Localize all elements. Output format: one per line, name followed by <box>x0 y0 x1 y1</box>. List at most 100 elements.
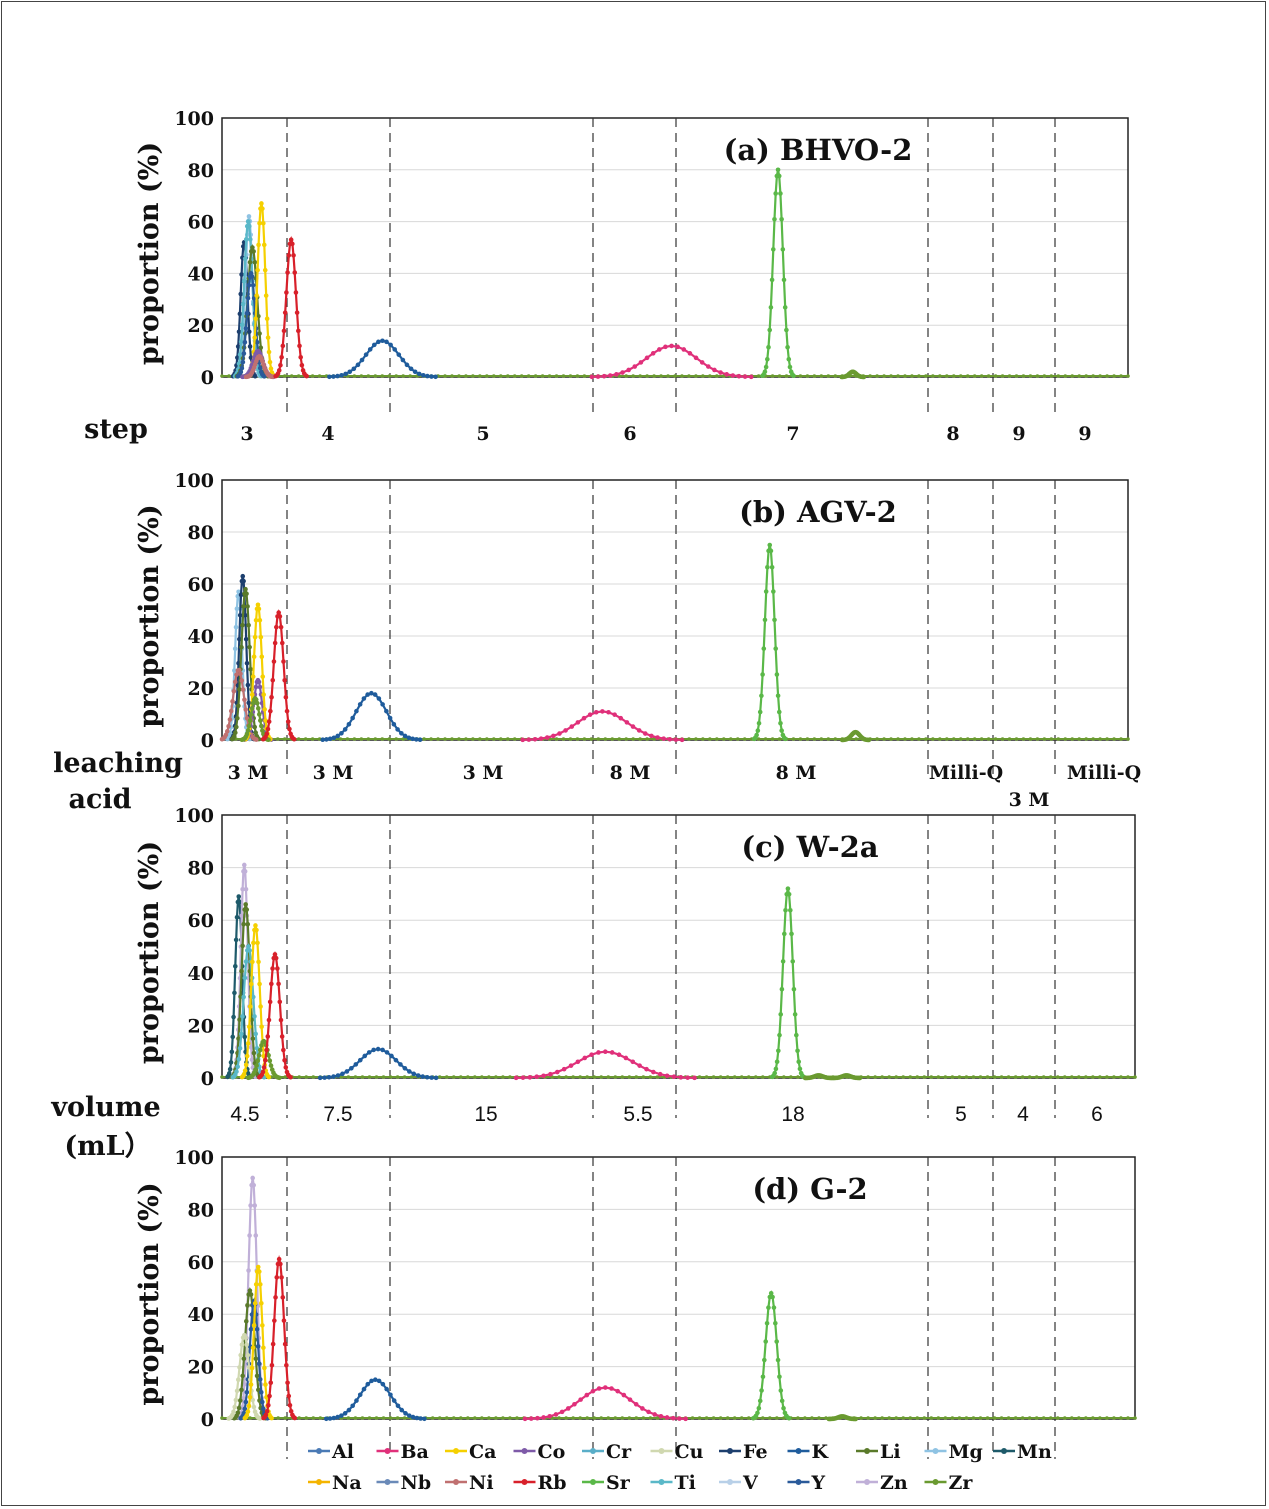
series-point-sr <box>765 564 770 570</box>
baseline-point <box>297 1075 302 1079</box>
legend-label: Na <box>332 1472 362 1494</box>
baseline-point <box>1084 374 1088 378</box>
series-line-sr <box>753 544 787 740</box>
series-point-ba <box>609 1386 614 1391</box>
baseline-point <box>1119 737 1123 741</box>
baseline-point <box>770 737 775 741</box>
series-point-k <box>335 1414 340 1420</box>
baseline-point <box>568 737 573 741</box>
baseline-point <box>458 1416 463 1420</box>
baseline-point <box>1034 1416 1039 1420</box>
baseline-point <box>655 1416 660 1420</box>
series-point-rb <box>296 328 301 334</box>
series-point-k <box>407 1069 412 1074</box>
series-point-ca <box>250 1345 256 1351</box>
legend-label: K <box>812 1441 830 1463</box>
series-point-zn <box>248 1203 253 1208</box>
baseline-point <box>889 737 893 741</box>
series-point-zr <box>866 737 872 743</box>
series-point-ca <box>241 1071 247 1077</box>
baseline-point <box>589 737 594 741</box>
panel-title: (c) W-2a <box>741 830 878 864</box>
baseline-point <box>965 737 970 741</box>
baseline-point <box>715 374 719 378</box>
series-point-zn <box>247 1233 252 1238</box>
baseline-point <box>652 374 656 378</box>
series-point-mn <box>230 1034 236 1040</box>
series-point-ba <box>646 1409 651 1415</box>
series-point-rb <box>284 1363 289 1368</box>
series-point-rb <box>269 981 274 987</box>
baseline-point <box>1077 374 1082 378</box>
series-point-rb <box>276 610 282 615</box>
step-row-title: step <box>84 414 148 445</box>
series-point-sr <box>796 1059 802 1065</box>
baseline-point <box>1007 737 1012 741</box>
series-point-k <box>344 1069 350 1074</box>
series-point-rb <box>264 731 270 737</box>
series-point-ca <box>245 1409 251 1414</box>
baseline-point <box>282 737 287 741</box>
series-point-fe <box>240 573 246 579</box>
series-point-ca <box>249 692 255 697</box>
series-point-sr <box>769 277 775 283</box>
series-point-k <box>395 1403 401 1409</box>
baseline-point <box>346 1416 351 1420</box>
baseline-point <box>360 1416 365 1420</box>
series-point-ba <box>557 731 562 736</box>
baseline-point <box>951 737 956 741</box>
baseline-point <box>582 737 587 741</box>
baseline-point <box>1112 1416 1116 1420</box>
series-point-sr <box>768 305 774 310</box>
series-point-sr <box>759 1388 764 1393</box>
baseline-point <box>617 737 622 741</box>
series-point-k <box>411 1071 417 1077</box>
baseline-point <box>485 737 489 741</box>
baseline-point <box>473 1075 477 1079</box>
baseline-point <box>515 1416 519 1420</box>
series-point-sr <box>760 1374 766 1380</box>
baseline-point <box>1056 737 1061 741</box>
y-tick-label: 40 <box>188 963 214 985</box>
series-point-k <box>369 1378 374 1384</box>
series-point-sr <box>759 693 764 699</box>
baseline-point <box>1042 737 1047 741</box>
series-point-zr <box>245 728 251 733</box>
baseline-point <box>394 374 399 378</box>
series-point-ni <box>228 708 234 714</box>
series-point-ba <box>651 1069 656 1075</box>
series-point-ti <box>247 948 252 953</box>
series-point-rb <box>282 1341 288 1347</box>
series-point-zr <box>254 700 260 706</box>
series-point-ti <box>248 237 253 242</box>
series-point-ba <box>553 1412 559 1417</box>
baseline-point <box>220 1075 224 1079</box>
baseline-point <box>353 1416 358 1420</box>
baseline-point <box>1007 374 1012 378</box>
series-point-ba <box>528 1416 534 1421</box>
baseline-point <box>1013 1416 1018 1420</box>
series-point-li <box>251 1050 257 1056</box>
series-point-zn <box>242 869 248 874</box>
series-point-zn <box>240 886 245 892</box>
series-point-ca <box>269 1415 274 1421</box>
baseline-point <box>599 1075 604 1079</box>
series-point-rb <box>260 1069 266 1075</box>
series-point-sr <box>772 216 777 222</box>
series-point-rb <box>279 354 284 360</box>
series-point-ni <box>236 667 242 673</box>
series-point-ca <box>244 1412 250 1418</box>
baseline-point <box>901 1075 906 1079</box>
series-point-k <box>357 702 363 707</box>
legend-item-y: Y <box>787 1472 826 1494</box>
series-point-ba <box>673 737 679 742</box>
series-point-ba <box>742 374 748 379</box>
series-line-k <box>322 692 421 741</box>
series-point-k <box>346 721 352 727</box>
y-tick-label: 0 <box>201 1409 214 1431</box>
series-point-li <box>234 724 239 730</box>
baseline-point <box>457 374 461 378</box>
series-point-rb <box>269 694 274 700</box>
series-point-ba <box>548 1071 553 1077</box>
baseline-point <box>1000 737 1005 741</box>
